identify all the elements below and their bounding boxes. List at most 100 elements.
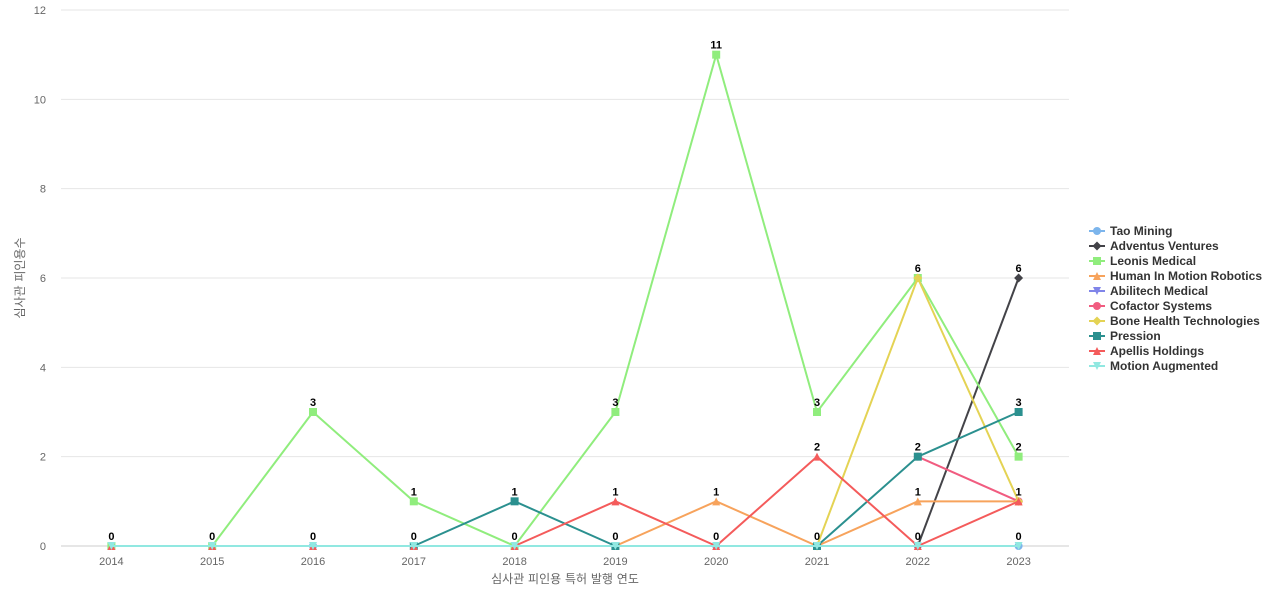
legend-marker[interactable] [1093,227,1101,235]
legend-label[interactable]: Adventus Ventures [1110,239,1219,253]
series-line[interactable] [917,455,1020,503]
legend-item[interactable]: Leonis Medical [1089,254,1196,268]
data-point[interactable] [712,542,721,550]
series-cofactor-systems[interactable] [913,452,1023,506]
data-point[interactable] [309,542,317,550]
data-point[interactable] [611,542,620,550]
x-axis-title: 심사관 피인용 특허 발행 연도 [491,571,639,586]
series-line[interactable] [413,411,1020,547]
y-tick-label: 8 [40,184,46,196]
legend-item[interactable]: Human In Motion Robotics [1089,269,1262,283]
x-tick-label: 2017 [402,556,426,568]
data-point[interactable] [712,50,721,59]
data-point[interactable] [712,497,721,506]
legend-label[interactable]: Tao Mining [1110,224,1172,238]
x-tick-label: 2014 [99,556,123,568]
data-label: 2 [814,442,820,454]
data-point[interactable] [309,408,317,416]
data-point[interactable] [813,542,821,550]
legend-marker[interactable] [1093,257,1101,265]
legend-item[interactable]: Motion Augmented [1089,359,1218,373]
legend-marker[interactable] [1092,316,1102,326]
data-point[interactable] [913,273,923,283]
data-point[interactable] [510,497,519,506]
data-label: 0 [1016,531,1022,543]
x-tick-label: 2022 [906,556,930,568]
data-label: 3 [612,397,618,409]
data-point[interactable] [208,542,217,550]
data-point[interactable] [1014,273,1024,283]
data-label: 3 [814,397,820,409]
data-label: 0 [512,531,518,543]
data-label: 0 [411,531,417,543]
legend-item[interactable]: Tao Mining [1089,224,1172,238]
data-label: 1 [915,486,921,498]
data-point[interactable] [510,542,519,550]
series-line[interactable] [916,277,1020,547]
series-line[interactable] [111,53,1020,547]
data-point[interactable] [107,542,116,550]
data-label: 0 [612,531,618,543]
series-bone-health-technologies[interactable] [812,273,1024,551]
series-leonis-medical[interactable] [107,50,1023,550]
data-point[interactable] [611,408,620,416]
legend-label[interactable]: Cofactor Systems [1110,299,1212,313]
legend-marker[interactable] [1093,362,1101,370]
legend-label[interactable]: Motion Augmented [1110,359,1218,373]
data-point[interactable] [813,408,821,416]
y-tick-label: 6 [40,273,46,285]
data-point[interactable] [409,542,418,550]
data-point[interactable] [913,542,922,550]
x-tick-label: 2016 [301,556,325,568]
legend-label[interactable]: Abilitech Medical [1110,284,1208,298]
series-motion-augmented[interactable] [107,542,1023,550]
data-label: 0 [108,531,114,543]
legend-item[interactable]: Bone Health Technologies [1089,314,1260,328]
data-point[interactable] [1014,408,1023,416]
data-point[interactable] [409,497,418,506]
legend-marker[interactable] [1093,332,1101,340]
data-point[interactable] [1014,452,1023,461]
series-pression[interactable] [409,408,1023,550]
legend-marker[interactable] [1092,241,1102,251]
x-tick-label: 2020 [704,556,728,568]
y-tick-label: 10 [34,94,46,106]
legend-marker[interactable] [1093,272,1101,280]
data-point[interactable] [913,452,922,461]
legend-item[interactable]: Pression [1089,329,1161,343]
data-point[interactable] [611,497,620,506]
data-label: 2 [1016,442,1022,454]
x-tick-label: 2023 [1006,556,1030,568]
data-label: 1 [1016,486,1022,498]
legend-item[interactable]: Adventus Ventures [1089,239,1219,253]
legend-marker[interactable] [1093,347,1101,355]
x-tick-label: 2018 [502,556,526,568]
legend-label[interactable]: Bone Health Technologies [1110,314,1260,328]
x-tick-label: 2021 [805,556,829,568]
series-line[interactable] [816,277,1020,547]
data-label: 6 [915,263,921,275]
x-tick-label: 2019 [603,556,627,568]
data-point[interactable] [1014,497,1023,506]
legend-item[interactable]: Apellis Holdings [1089,344,1204,358]
y-tick-label: 2 [40,452,46,464]
legend-label[interactable]: Human In Motion Robotics [1110,269,1262,283]
legend-item[interactable]: Abilitech Medical [1089,284,1208,298]
legend-marker[interactable] [1093,287,1101,295]
series-adventus-ventures[interactable] [913,273,1024,551]
data-point[interactable] [1014,542,1023,550]
legend-marker[interactable] [1093,302,1101,310]
y-tick-label: 0 [40,541,46,553]
data-point[interactable] [913,497,922,506]
legend-item[interactable]: Cofactor Systems [1089,299,1212,313]
axes: 2014 2015 2016 2017 2018 2019 2020 2021 2022 2023 [99,556,1031,568]
series-lines [107,50,1024,551]
data-point[interactable] [813,452,821,461]
y-tick-label: 12 [34,5,46,17]
legend-label[interactable]: Leonis Medical [1110,254,1196,268]
legend-label[interactable]: Pression [1110,329,1161,343]
legend-label[interactable]: Apellis Holdings [1110,344,1204,358]
y-tick-label: 4 [40,362,46,374]
series-line[interactable] [111,455,1020,547]
